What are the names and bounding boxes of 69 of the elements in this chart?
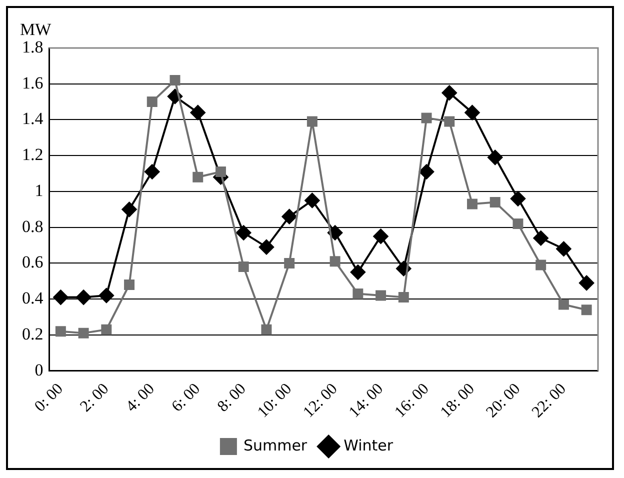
- point: [192, 172, 204, 182]
- point: [124, 279, 135, 290]
- point: [258, 240, 274, 255]
- x-tick-label: 6: 00: [168, 380, 204, 416]
- point: [261, 324, 272, 335]
- point: [101, 324, 112, 335]
- x-tick-label: 0: 00: [32, 380, 66, 416]
- y-tick-label: 1.6: [22, 73, 44, 92]
- point: [398, 292, 409, 303]
- x-tick-label: 10: 00: [254, 380, 296, 422]
- point: [170, 75, 180, 86]
- point: [236, 225, 252, 240]
- point: [78, 328, 89, 338]
- point: [146, 96, 158, 108]
- point: [488, 150, 503, 165]
- point: [419, 164, 434, 180]
- point: [306, 116, 318, 127]
- point: [490, 196, 500, 208]
- point: [350, 264, 366, 280]
- y-tick-label: 0: [34, 360, 44, 380]
- point: [304, 192, 320, 208]
- point: [512, 218, 524, 230]
- y-tick-label: 1: [34, 180, 44, 200]
- point: [53, 290, 68, 305]
- point: [581, 304, 592, 316]
- point: [352, 288, 364, 299]
- point: [122, 202, 137, 217]
- y-axis-title: MW: [20, 20, 52, 39]
- x-tick-label: 8: 00: [214, 380, 250, 416]
- point: [464, 105, 480, 120]
- x-tick-label: 4: 00: [122, 380, 158, 416]
- point: [55, 326, 66, 337]
- x-tick-label: 22: 00: [528, 380, 570, 422]
- y-tick-label: 1.2: [22, 145, 44, 164]
- point: [282, 209, 297, 224]
- y-tick-label: 0.4: [22, 288, 44, 308]
- point: [330, 256, 340, 267]
- point: [579, 275, 594, 290]
- point: [376, 290, 386, 301]
- point: [510, 191, 526, 206]
- point: [442, 85, 457, 100]
- x-tick-label: 2: 00: [77, 380, 112, 416]
- point: [144, 164, 160, 180]
- point: [98, 288, 114, 303]
- point: [373, 228, 388, 244]
- point: [533, 230, 548, 246]
- y-tick-label: 1.8: [22, 37, 44, 56]
- point: [467, 198, 478, 210]
- y-tick-label: 0.6: [22, 252, 44, 272]
- x-tick-label: 20: 00: [483, 380, 524, 422]
- x-tick-label: 18: 00: [437, 380, 478, 422]
- point: [238, 262, 249, 272]
- x-tick-label: 14: 00: [346, 380, 387, 422]
- point: [536, 260, 546, 270]
- point: [76, 290, 92, 305]
- legend-label: Summer: [243, 436, 308, 454]
- x-tick-label: 12: 00: [300, 380, 341, 422]
- point: [215, 166, 226, 177]
- point: [444, 116, 455, 127]
- point: [190, 105, 206, 120]
- legend-label: Winter: [344, 436, 394, 454]
- point: [284, 258, 295, 268]
- point: [556, 241, 572, 256]
- x-tick-label: 16: 00: [392, 380, 432, 422]
- point: [558, 299, 569, 310]
- point: [421, 112, 432, 124]
- y-tick-label: 1.4: [22, 109, 44, 128]
- y-tick-label: 0.8: [22, 216, 44, 236]
- y-tick-label: 0.2: [22, 324, 44, 344]
